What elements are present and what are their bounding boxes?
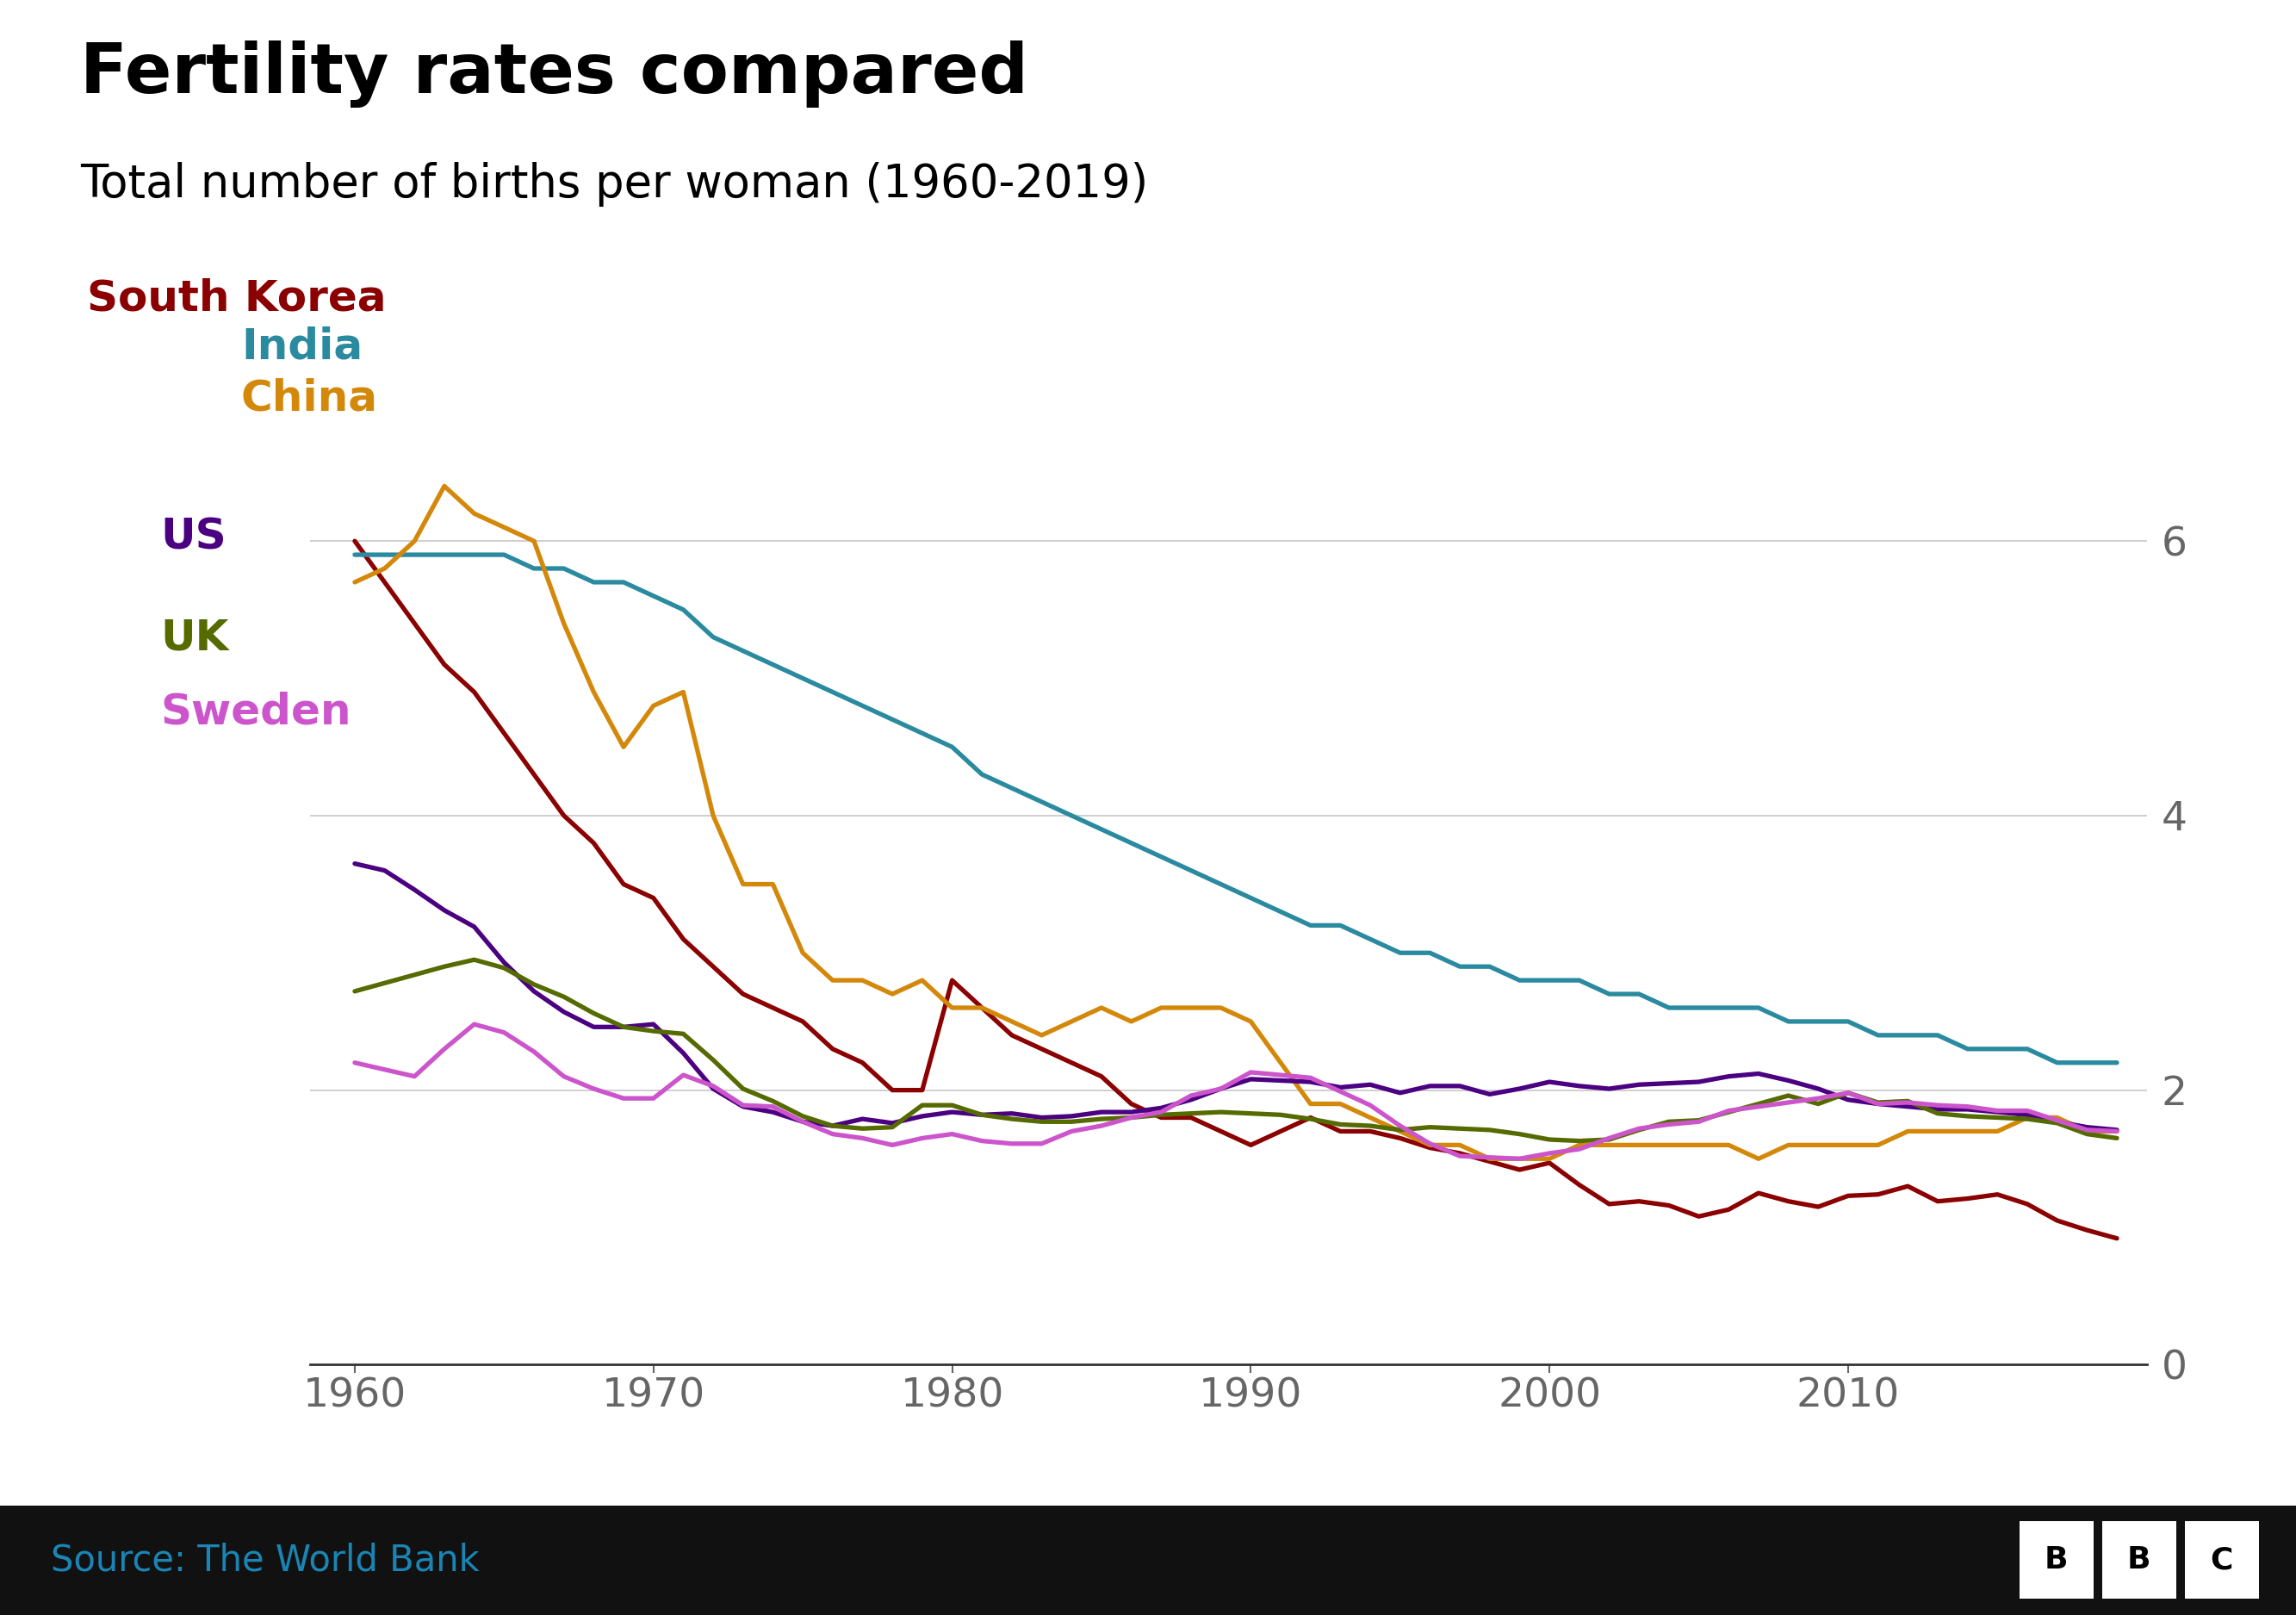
FancyBboxPatch shape (2018, 1521, 2094, 1599)
Text: India: India (241, 326, 363, 368)
Text: B: B (2043, 1546, 2069, 1575)
Text: US: US (161, 517, 227, 559)
FancyBboxPatch shape (2101, 1521, 2177, 1599)
Text: C: C (2211, 1546, 2234, 1575)
Text: Sweden: Sweden (161, 691, 351, 733)
Text: Total number of births per woman (1960-2019): Total number of births per woman (1960-2… (80, 162, 1148, 207)
Text: B: B (2126, 1546, 2151, 1575)
Text: China: China (241, 378, 379, 420)
Text: UK: UK (161, 617, 230, 659)
Text: South Korea: South Korea (87, 278, 386, 320)
FancyBboxPatch shape (2183, 1521, 2259, 1599)
Text: Source: The World Bank: Source: The World Bank (51, 1542, 480, 1578)
Text: Fertility rates compared: Fertility rates compared (80, 40, 1029, 108)
